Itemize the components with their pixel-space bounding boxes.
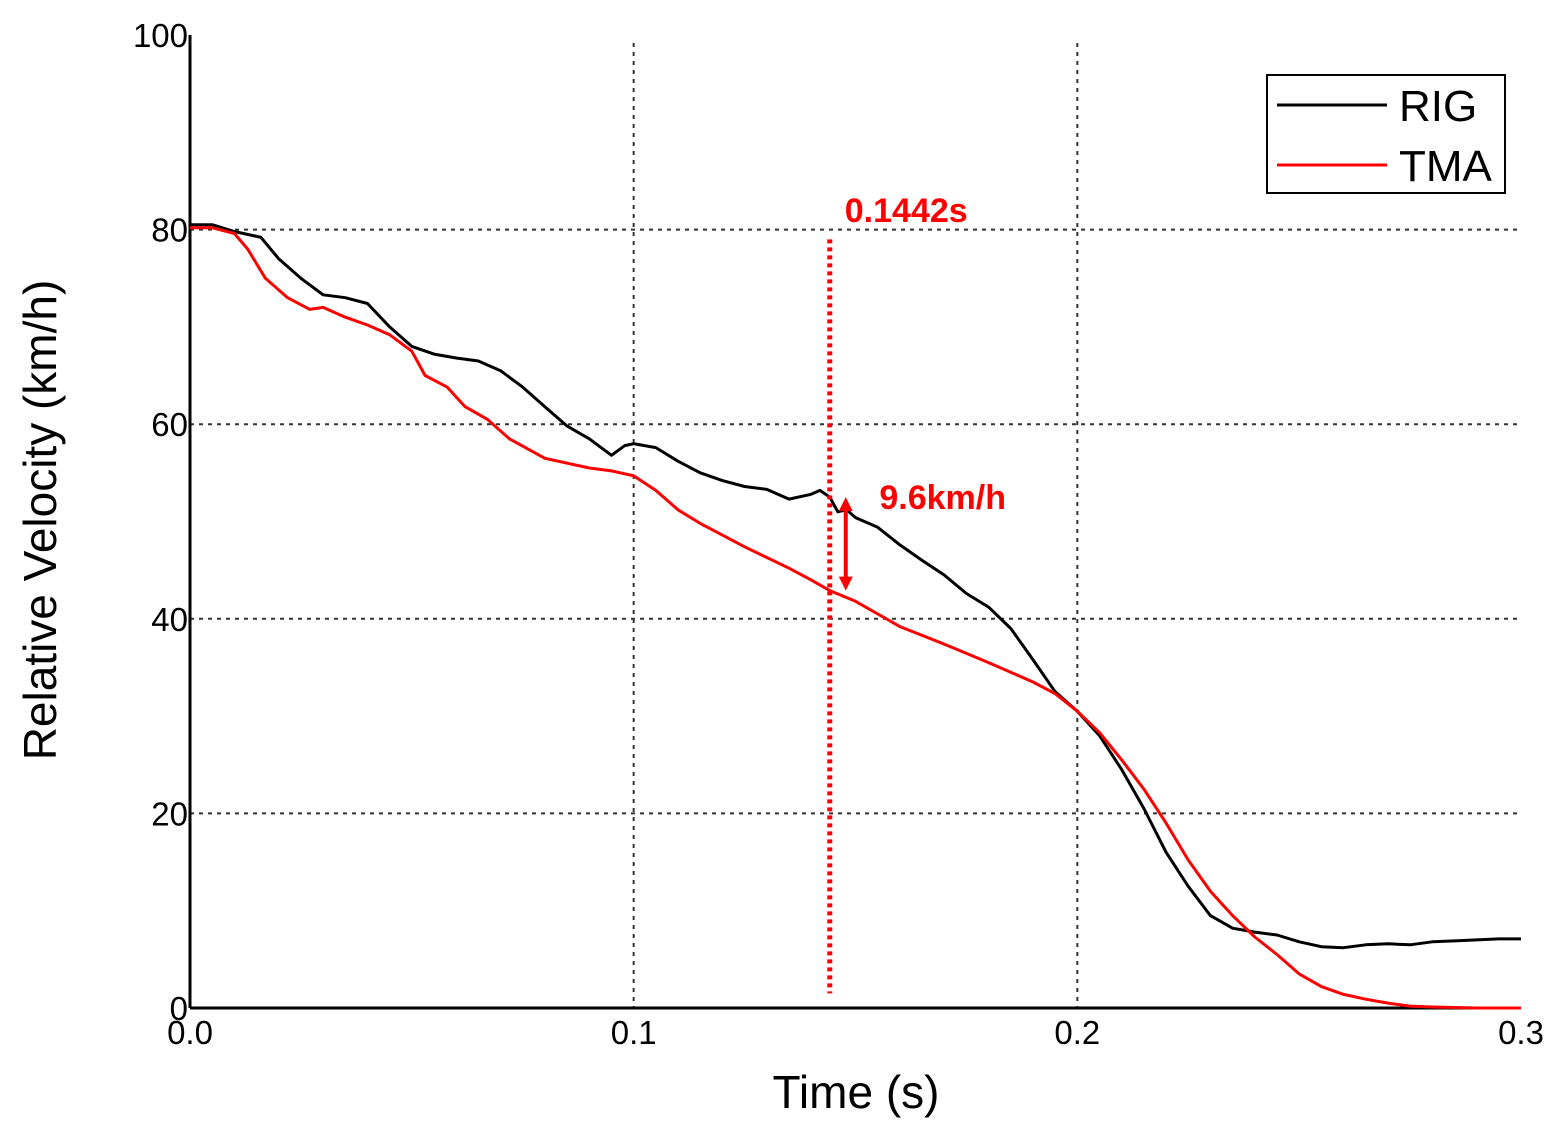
y-tick-label: 0 xyxy=(170,990,188,1027)
x-tick-label: 0.3 xyxy=(1498,1014,1544,1051)
series-line-rig xyxy=(190,223,1521,950)
axes xyxy=(188,35,1521,1010)
y-tick-label: 20 xyxy=(151,795,188,832)
legend-label-tma: TMA xyxy=(1399,142,1493,191)
annotation-text: 9.6km/h xyxy=(879,479,1006,517)
x-axis-label: Time (s) xyxy=(773,1066,940,1118)
series-lines xyxy=(190,223,1521,1010)
arrow-head-down xyxy=(838,576,853,591)
annotation-text: 0.1442s xyxy=(845,192,968,230)
x-tick-label: 0.1 xyxy=(611,1014,657,1051)
legend-label-rig: RIG xyxy=(1399,82,1477,131)
y-axis-label: Relative Velocity (km/h) xyxy=(14,280,66,761)
legend-box xyxy=(1266,74,1506,194)
y-tick-label: 80 xyxy=(151,212,188,249)
y-tick-label: 40 xyxy=(151,601,188,638)
y-tick-label: 100 xyxy=(133,17,188,54)
annotations: 0.1442s 9.6km/h xyxy=(827,192,1006,994)
y-tick-label: 60 xyxy=(151,406,188,443)
x-tick-label: 0.0 xyxy=(167,1014,213,1051)
legend: RIG TMA xyxy=(1266,74,1506,194)
series-line-tma xyxy=(190,226,1521,1010)
arrow-head-up xyxy=(838,497,853,512)
x-tick-label: 0.2 xyxy=(1054,1014,1100,1051)
grid-lines xyxy=(190,43,1521,1008)
tick-labels: 0.0 0.1 0.2 0.3 0 20 40 60 80 100 xyxy=(133,17,1544,1051)
